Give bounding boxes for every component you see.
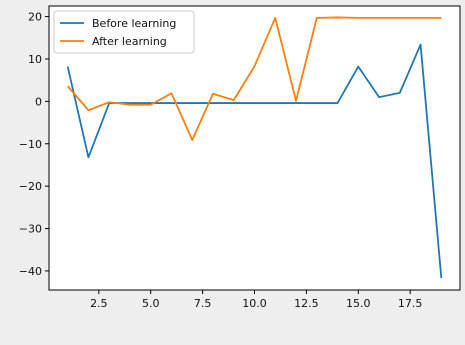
series-line-0 (66, 43, 443, 279)
y-tick-label: −20 (19, 180, 42, 193)
y-tick-label: 0 (35, 95, 42, 108)
ticks-layer: 2.5 5.0 7.5 10.0 12.5 15.0 17.5 20 10 0 −10 −20 −30 −… (19, 11, 423, 310)
y-tick-label: −40 (19, 265, 42, 278)
x-tick-label: 10.0 (242, 297, 267, 310)
x-tick-label: 7.5 (194, 297, 212, 310)
legend-label-0: Before learning (92, 17, 176, 30)
x-tick-label: 5.0 (142, 297, 160, 310)
legend: Before learning After learning (53, 10, 195, 54)
series-line-1 (66, 16, 442, 141)
y-tick-label: 10 (28, 53, 42, 66)
series-layer (66, 16, 443, 279)
y-tick-label: −10 (19, 138, 42, 151)
x-tick-label: 12.5 (294, 297, 319, 310)
x-tick-label: 17.5 (398, 297, 423, 310)
legend-label-1: After learning (92, 35, 167, 48)
y-tick-label: −30 (19, 223, 42, 236)
x-tick-label: 2.5 (90, 297, 108, 310)
y-tick-label: 20 (28, 11, 42, 24)
legend-box (53, 10, 195, 54)
x-tick-label: 15.0 (346, 297, 371, 310)
